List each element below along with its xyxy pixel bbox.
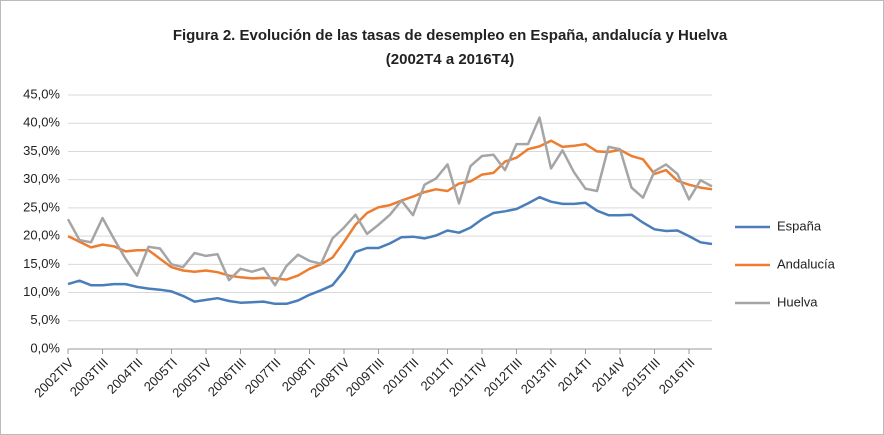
legend-label: Andalucía [777, 256, 836, 271]
y-tick-label: 25,0% [23, 199, 60, 214]
legend-label: Huelva [777, 294, 818, 309]
y-tick-label: 35,0% [23, 143, 60, 158]
y-tick-label: 5,0% [30, 312, 60, 327]
chart-title: Figura 2. Evolución de las tasas de dese… [173, 27, 728, 44]
y-tick-label: 10,0% [23, 284, 60, 299]
y-tick-label: 20,0% [23, 228, 60, 243]
y-tick-label: 0,0% [30, 340, 60, 355]
y-tick-label: 15,0% [23, 256, 60, 271]
y-tick-label: 40,0% [23, 115, 60, 130]
series-line [66, 116, 713, 287]
y-tick-label: 45,0% [23, 86, 60, 101]
legend-label: España [777, 218, 822, 233]
chart-subtitle: (2002T4 a 2016T4) [386, 51, 514, 68]
series-line [67, 195, 713, 306]
series-line [67, 139, 713, 281]
y-tick-label: 30,0% [23, 171, 60, 186]
